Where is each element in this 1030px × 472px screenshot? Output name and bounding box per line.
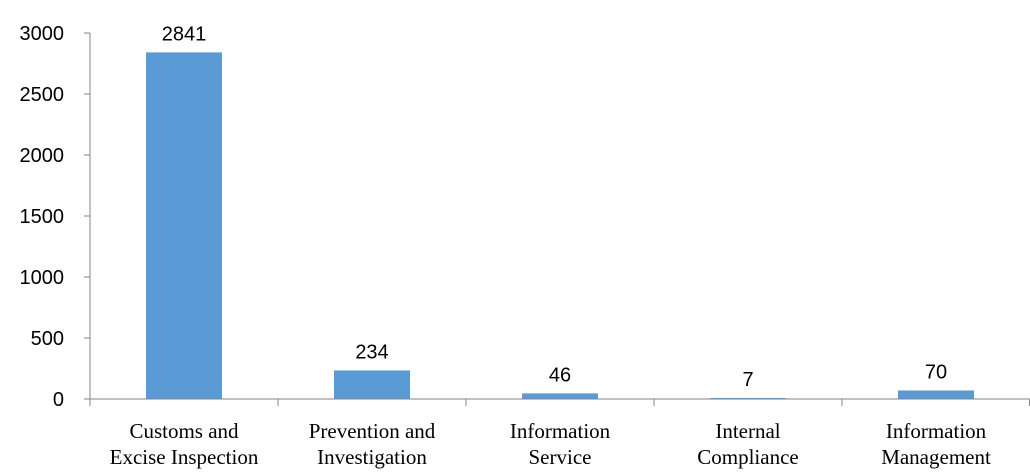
data-label: 46 <box>549 364 571 386</box>
category-label: Prevention and Investigation <box>309 419 436 469</box>
bar <box>898 390 974 399</box>
data-label: 234 <box>355 341 388 363</box>
bar <box>334 370 410 399</box>
bars <box>146 52 974 399</box>
data-label: 70 <box>925 361 947 383</box>
category-label: Internal Compliance <box>697 419 798 469</box>
y-tick-label: 2000 <box>20 145 65 167</box>
y-tick-label: 1500 <box>20 206 65 228</box>
y-tick-label: 1000 <box>20 267 65 289</box>
category-label: Information Service <box>510 419 611 469</box>
data-label: 2841 <box>162 23 207 45</box>
y-tick-label: 0 <box>53 389 64 411</box>
data-labels: 2841 234 46 7 70 <box>162 23 947 391</box>
x-axis: Customs and Excise Inspection Prevention a… <box>89 398 1030 469</box>
bar <box>146 52 222 399</box>
y-axis: 0 500 1000 1500 2000 2500 3000 <box>20 23 91 411</box>
y-tick-label: 500 <box>31 328 64 350</box>
y-tick-label: 2500 <box>20 84 65 106</box>
category-label: Information Management <box>881 419 991 469</box>
data-label: 7 <box>742 369 753 391</box>
y-tick-label: 3000 <box>20 23 65 45</box>
category-label: Customs and Excise Inspection <box>110 419 259 469</box>
bar <box>522 393 598 399</box>
